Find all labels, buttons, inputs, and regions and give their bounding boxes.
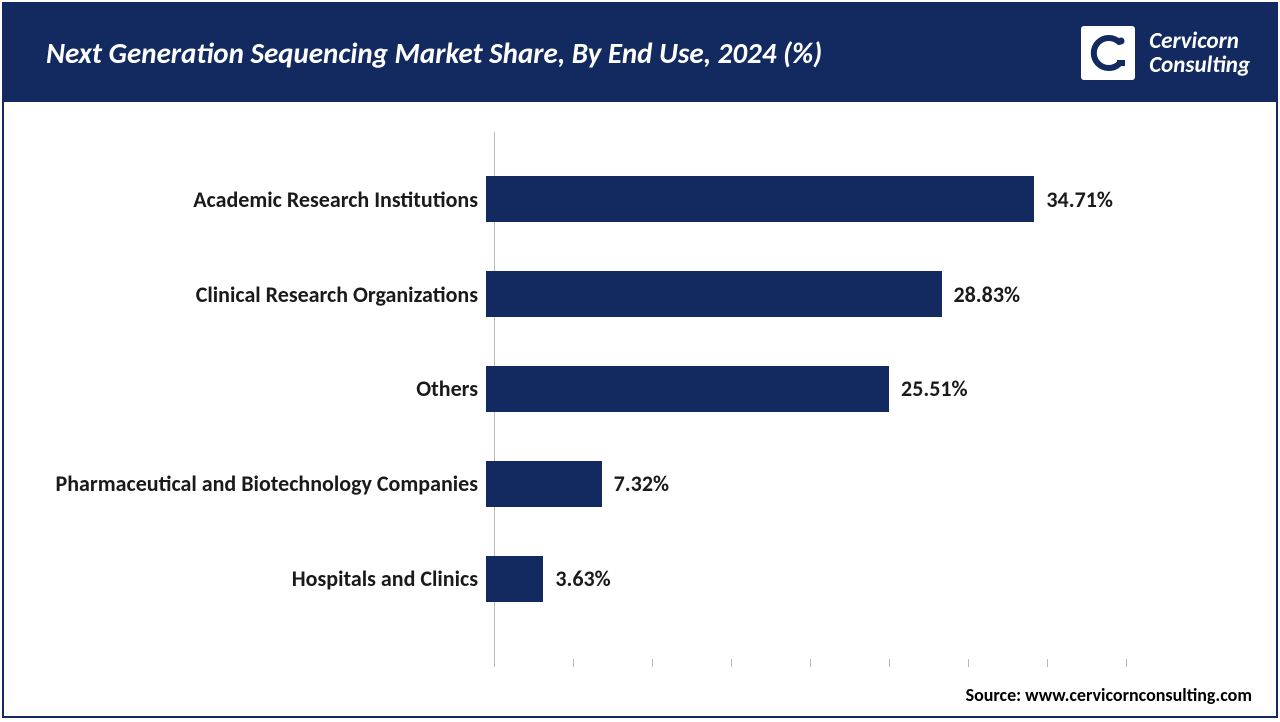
value-label: 25.51% (901, 375, 968, 402)
category-label: Others (4, 375, 486, 402)
chart-card: Next Generation Sequencing Market Share,… (2, 2, 1278, 718)
brand-name-line2: Consulting (1149, 53, 1250, 77)
chart-title: Next Generation Sequencing Market Share,… (46, 35, 822, 71)
value-label: 28.83% (954, 281, 1021, 308)
tick (494, 659, 495, 667)
category-label: Hospitals and Clinics (4, 565, 486, 592)
bar-wrap: 3.63% (486, 554, 1276, 604)
bar-wrap: 28.83% (486, 269, 1276, 319)
source-attribution: Source: www.cervicornconsulting.com (966, 684, 1252, 706)
tick (968, 659, 969, 667)
tick (810, 659, 811, 667)
bar-row: Hospitals and Clinics 3.63% (4, 554, 1276, 604)
tick (889, 659, 890, 667)
bar (486, 366, 889, 412)
bar-wrap: 34.71% (486, 174, 1276, 224)
bar (486, 461, 602, 507)
value-label: 7.32% (614, 470, 669, 497)
tick (573, 659, 574, 667)
category-label: Academic Research Institutions (4, 186, 486, 213)
category-label: Pharmaceutical and Biotechnology Compani… (4, 470, 486, 497)
brand-name-line1: Cervicorn (1149, 29, 1250, 53)
tick (652, 659, 653, 667)
bar-wrap: 7.32% (486, 459, 1276, 509)
logo-mark-icon (1081, 26, 1135, 80)
brand-logo: Cervicorn Consulting (1081, 26, 1250, 80)
bar-rows: Academic Research Institutions 34.71% Clin… (4, 152, 1276, 626)
bar-wrap: 25.51% (486, 364, 1276, 414)
header-bar: Next Generation Sequencing Market Share,… (4, 4, 1276, 102)
bar (486, 271, 942, 317)
bar (486, 556, 543, 602)
bar-row: Clinical Research Organizations 28.83% (4, 269, 1276, 319)
bar-row: Academic Research Institutions 34.71% (4, 174, 1276, 224)
tick (731, 659, 732, 667)
category-label: Clinical Research Organizations (4, 281, 486, 308)
tick (1126, 659, 1127, 667)
value-label: 34.71% (1046, 186, 1113, 213)
chart-area: Academic Research Institutions 34.71% Clin… (4, 102, 1276, 716)
value-label: 3.63% (555, 565, 610, 592)
bar-row: Others 25.51% (4, 364, 1276, 414)
bar (486, 176, 1034, 222)
chart-plot: Academic Research Institutions 34.71% Clin… (4, 132, 1276, 666)
bar-row: Pharmaceutical and Biotechnology Compani… (4, 459, 1276, 509)
brand-name: Cervicorn Consulting (1149, 29, 1250, 77)
tick (1047, 659, 1048, 667)
